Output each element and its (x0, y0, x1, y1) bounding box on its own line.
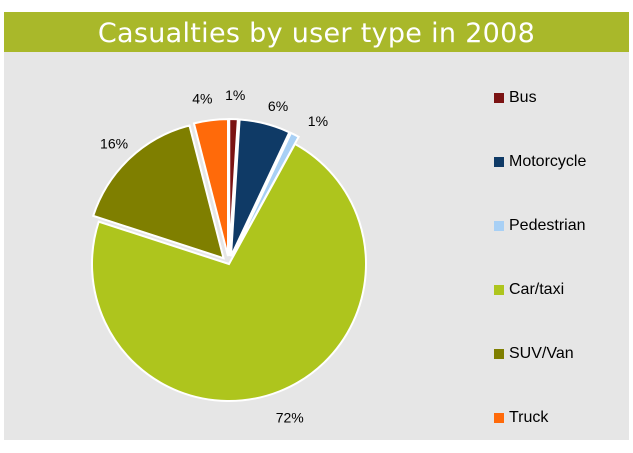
legend-label: SUV/Van (509, 345, 574, 362)
legend-swatch (494, 221, 504, 231)
title-band (4, 12, 629, 52)
legend-label: Motorcycle (509, 153, 587, 170)
data-label-bus: 1% (225, 87, 245, 103)
data-label-motorcycle: 6% (268, 98, 288, 114)
legend-item-bus: Bus (494, 88, 537, 108)
legend-item-car-taxi: Car/taxi (494, 280, 564, 300)
legend-label: Bus (509, 89, 537, 106)
legend-swatch (494, 285, 504, 295)
chart-title: Casualties by user type in 2008 (97, 18, 536, 49)
legend-item-motorcycle: Motorcycle (494, 152, 586, 172)
legend-swatch (494, 93, 504, 103)
pie-chart: 1% 6% 1% 72% 16% 4% (91, 87, 367, 425)
pie-slice-suv-van (91, 124, 225, 260)
data-label-car-taxi: 72% (276, 409, 304, 425)
pie-slice-motorcycle (229, 118, 291, 257)
legend-item-truck: Truck (494, 408, 548, 428)
legend-swatch (494, 157, 504, 167)
legend-swatch (494, 413, 504, 423)
legend-item-suv-van: SUV/Van (494, 344, 574, 364)
legend-label: Car/taxi (509, 281, 565, 298)
legend-label: Truck (509, 409, 549, 426)
pie-slice-car-taxi (91, 142, 367, 402)
legend-swatch (494, 349, 504, 359)
data-label-suv-van: 16% (100, 136, 128, 152)
legend-label: Pedestrian (509, 217, 586, 234)
pie-slice-truck (192, 118, 229, 257)
pie-slice-bus (228, 118, 239, 257)
legend-item-pedestrian: Pedestrian (494, 216, 586, 236)
data-label-truck: 4% (192, 90, 212, 106)
data-label-pedestrian: 1% (308, 113, 328, 129)
